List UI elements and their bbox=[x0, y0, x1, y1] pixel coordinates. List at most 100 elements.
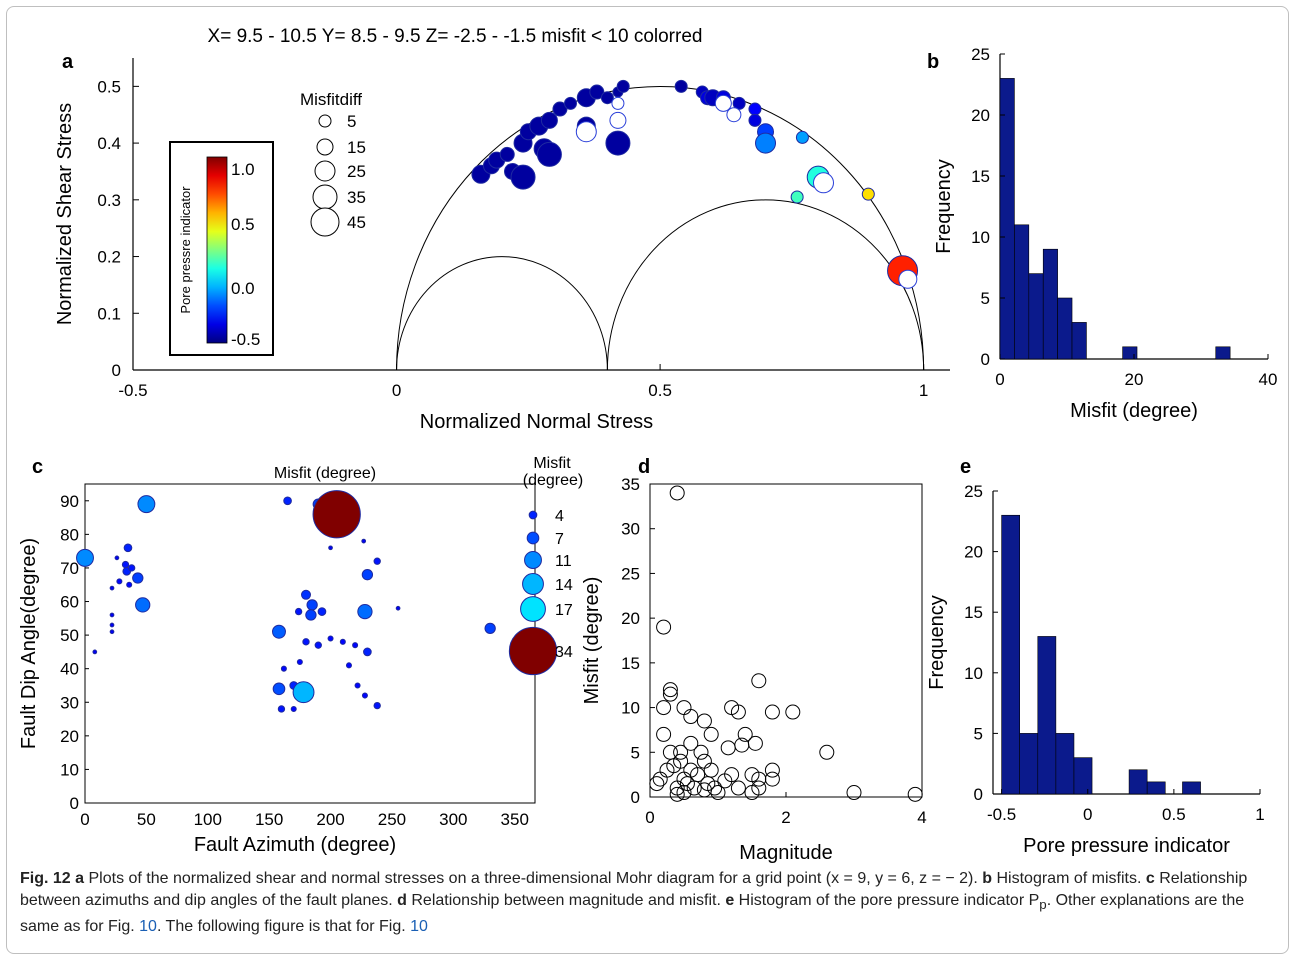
c-data-point bbox=[302, 638, 310, 646]
d-data-point bbox=[707, 780, 723, 796]
a-data-point bbox=[589, 84, 605, 100]
a-x-tick-label: 0.5 bbox=[648, 381, 672, 400]
a-size-legend-label: 35 bbox=[347, 188, 366, 207]
c-data-point bbox=[484, 622, 496, 635]
panel-c-azimuth-dip: 0 50 100 150 200 250 300 350 0 10 20 30 40 50 60 70 80 90… bbox=[18, 455, 583, 856]
e-y-tick-label: 10 bbox=[964, 664, 983, 683]
c-size-legend-circle bbox=[528, 510, 538, 520]
c-data-point bbox=[301, 589, 311, 600]
c-data-point bbox=[92, 649, 98, 655]
d-data-point bbox=[764, 704, 780, 720]
d-data-point bbox=[696, 713, 712, 729]
a-size-legend-circle bbox=[316, 138, 334, 156]
caption-d-text: Relationship between magnitude and misfi… bbox=[406, 892, 726, 909]
d-data-point bbox=[730, 704, 746, 720]
d-data-point bbox=[649, 776, 665, 792]
a-mohr-circle bbox=[396, 85, 925, 371]
a-x-tick-label: -0.5 bbox=[118, 381, 147, 400]
d-data-point bbox=[720, 740, 736, 756]
c-title: Misfit (degree) bbox=[274, 465, 376, 482]
a-data-point bbox=[616, 79, 630, 93]
a-data-point bbox=[898, 269, 918, 289]
a-data-point bbox=[575, 121, 597, 143]
a-size-legend-label: 45 bbox=[347, 213, 366, 232]
c-data-point bbox=[357, 603, 373, 620]
c-x-tick-label: 350 bbox=[501, 810, 529, 829]
c-data-point bbox=[345, 662, 352, 669]
e-bar bbox=[1128, 769, 1148, 795]
d-x-tick-label: 2 bbox=[781, 808, 790, 827]
caption-label: Fig. 12 bbox=[20, 870, 71, 887]
caption-b-letter: b bbox=[982, 870, 993, 887]
a-y-tick-label: 0.1 bbox=[97, 304, 121, 323]
d-y-tick-label: 20 bbox=[621, 609, 640, 628]
a-size-legend-circle bbox=[314, 160, 336, 182]
caption-ref-2[interactable]: 10 bbox=[410, 918, 428, 936]
c-size-legend-circle bbox=[522, 573, 544, 595]
e-x-tick-label: -0.5 bbox=[987, 805, 1016, 824]
a-size-legend-circle bbox=[310, 207, 340, 237]
figure-header: X= 9.5 - 10.5 Y= 8.5 - 9.5 Z= -2.5 - -1.… bbox=[208, 26, 703, 47]
e-bar bbox=[1182, 781, 1201, 795]
a-data-point bbox=[536, 141, 562, 167]
c-size-legend-label: 4 bbox=[555, 508, 564, 525]
e-y-tick-label: 25 bbox=[964, 482, 983, 501]
c-y-tick-label: 70 bbox=[60, 559, 79, 578]
c-data-point bbox=[127, 564, 136, 572]
d-y-tick-label: 35 bbox=[621, 475, 640, 494]
c-data-point bbox=[361, 569, 374, 581]
figure-frame bbox=[6, 6, 1289, 954]
d-data-point bbox=[764, 771, 780, 787]
d-x-axis-label: Magnitude bbox=[739, 842, 832, 864]
c-size-legend-circle bbox=[520, 596, 546, 622]
d-data-point bbox=[696, 753, 712, 769]
a-data-point bbox=[748, 102, 762, 116]
c-data-point bbox=[290, 705, 297, 712]
b-x-tick-label: 40 bbox=[1259, 370, 1278, 389]
a-size-legend-title: Misfitdiff bbox=[300, 90, 362, 109]
a-y-tick-label: 0.3 bbox=[97, 191, 121, 210]
c-y-tick-label: 40 bbox=[60, 660, 79, 679]
a-data-point bbox=[755, 132, 777, 154]
a-data-point bbox=[726, 107, 742, 123]
d-data-point bbox=[676, 700, 692, 716]
e-y-tick-label: 15 bbox=[964, 603, 983, 622]
b-bar bbox=[1014, 224, 1030, 360]
a-y-tick-label: 0.2 bbox=[97, 248, 121, 267]
caption-ref-1[interactable]: 10 bbox=[139, 918, 157, 936]
c-size-legend-label: 17 bbox=[555, 602, 573, 619]
c-size-legend-title-1: Misfit bbox=[533, 455, 571, 472]
a-colorbar-tick-label: 0.5 bbox=[231, 215, 255, 234]
b-y-tick-label: 15 bbox=[971, 167, 990, 186]
d-data-point bbox=[683, 735, 699, 751]
caption-c-text: Relationship between azimuths and dip an… bbox=[20, 870, 1248, 909]
b-bar bbox=[1042, 248, 1058, 360]
a-data-point bbox=[674, 79, 688, 93]
a-x-tick-label: 0 bbox=[392, 381, 401, 400]
c-data-point bbox=[328, 545, 333, 551]
a-size-legend-label: 25 bbox=[347, 162, 366, 181]
c-y-tick-label: 10 bbox=[60, 760, 79, 779]
c-data-point bbox=[109, 629, 115, 635]
b-y-axis-label: Frequency bbox=[933, 159, 955, 254]
c-data-point bbox=[280, 665, 287, 672]
d-data-point bbox=[693, 744, 709, 760]
a-data-point bbox=[748, 113, 762, 127]
b-x-axis-label: Misfit (degree) bbox=[1070, 400, 1198, 422]
b-bar bbox=[999, 78, 1015, 360]
c-x-tick-label: 250 bbox=[378, 810, 406, 829]
a-data-point bbox=[510, 164, 536, 190]
e-y-axis-label: Frequency bbox=[926, 595, 948, 690]
e-bar bbox=[1073, 757, 1093, 795]
e-bar bbox=[1055, 733, 1075, 795]
d-data-point bbox=[724, 767, 740, 783]
d-data-point bbox=[751, 673, 767, 689]
c-size-legend-label: 14 bbox=[555, 577, 573, 594]
c-size-legend-label: 34 bbox=[555, 644, 573, 661]
e-bar bbox=[1019, 733, 1039, 795]
c-y-tick-label: 20 bbox=[60, 727, 79, 746]
a-colorbar-tick-label: -0.5 bbox=[231, 330, 260, 349]
b-y-tick-label: 20 bbox=[971, 106, 990, 125]
